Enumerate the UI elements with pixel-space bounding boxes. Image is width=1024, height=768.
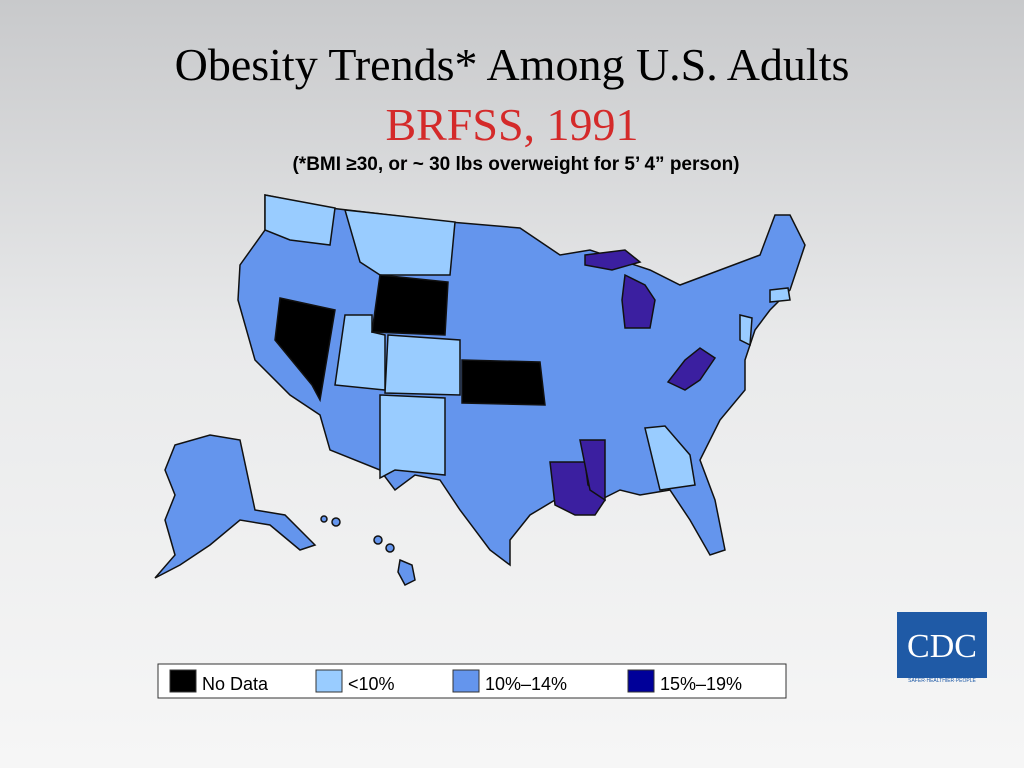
- legend: No Data <10% 10%–14% 15%–19%: [169, 669, 742, 694]
- logo-tagline: SAFER·HEALTHIER·PEOPLE: [908, 678, 976, 684]
- state: [264, 194, 336, 246]
- state: [739, 314, 753, 347]
- state: [334, 314, 386, 391]
- state: [621, 273, 656, 329]
- state: [584, 249, 642, 271]
- state: [666, 347, 717, 391]
- legend-label: 15%–19%: [660, 674, 742, 694]
- state: [274, 297, 336, 403]
- state: [769, 287, 791, 303]
- hawaii: [320, 515, 328, 523]
- state: [579, 439, 606, 502]
- legend-swatch: [315, 669, 343, 693]
- subtitle: BRFSS, 1991: [385, 99, 638, 150]
- note: (*BMI ≥30, or ~ 30 lbs overweight for 5’…: [292, 154, 739, 175]
- state: [379, 394, 446, 480]
- hawaii: [373, 535, 383, 545]
- logo-text: CDC: [907, 628, 977, 665]
- legend-label: No Data: [202, 674, 269, 694]
- title: Obesity Trends* Among U.S. Adults: [175, 39, 850, 90]
- state: [644, 425, 696, 491]
- state: [461, 359, 546, 406]
- legend-swatch: [627, 669, 655, 693]
- hawaii: [397, 558, 416, 586]
- hawaii: [385, 543, 395, 553]
- state: [371, 274, 449, 336]
- state: [343, 209, 456, 276]
- legend-label: 10%–14%: [485, 674, 567, 694]
- hawaii: [331, 517, 341, 527]
- alaska: [154, 434, 317, 579]
- legend-swatch: [452, 669, 480, 693]
- state: [384, 334, 461, 396]
- legend-swatch: [169, 669, 197, 693]
- map: [154, 194, 806, 586]
- logo: [897, 612, 987, 678]
- legend-label: <10%: [348, 674, 395, 694]
